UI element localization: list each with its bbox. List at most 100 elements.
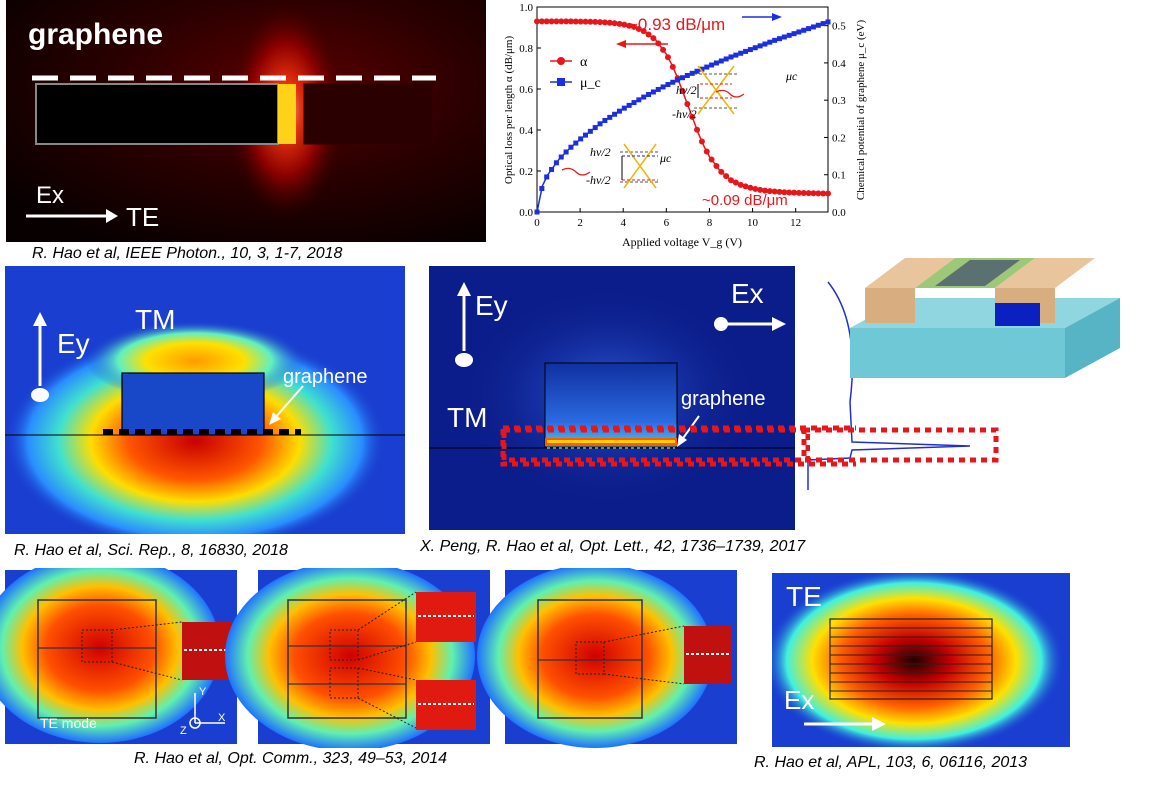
mu-point bbox=[772, 37, 778, 43]
alpha-point bbox=[742, 183, 749, 190]
mu-point bbox=[733, 52, 739, 58]
mu-point bbox=[728, 54, 734, 60]
mu-point bbox=[549, 167, 555, 173]
annotation-high-loss: ~0.93 dB/μm bbox=[628, 15, 725, 34]
y-tick-label-left: 1.0 bbox=[519, 2, 533, 14]
mu-point bbox=[738, 50, 744, 56]
mode-map-1 bbox=[0, 568, 237, 744]
field-map-tm-2 bbox=[429, 266, 795, 530]
mu-point bbox=[752, 45, 758, 51]
alpha-point bbox=[640, 28, 647, 35]
mu-point bbox=[621, 105, 627, 111]
inset2-hv-bottom: -hv/2 bbox=[586, 173, 611, 187]
y-tick-label-left: 0.4 bbox=[519, 125, 533, 137]
alpha-point bbox=[587, 18, 594, 25]
inset1-mu: μc bbox=[785, 69, 798, 83]
mu-point bbox=[684, 72, 690, 78]
caption-panel-5: R. Hao et al, Opt. Comm., 323, 49–53, 20… bbox=[134, 750, 448, 767]
x-tick-label: 12 bbox=[790, 217, 801, 229]
annotation-low-loss: ~0.09 dB/μm bbox=[702, 192, 788, 209]
alpha-point bbox=[679, 88, 686, 95]
mu-point bbox=[665, 82, 671, 88]
caption-panel-4: X. Peng, R. Hao et al, Opt. Lett., 42, 1… bbox=[420, 538, 806, 555]
alpha-point bbox=[718, 168, 725, 175]
alpha-point bbox=[757, 186, 764, 193]
alpha-point bbox=[708, 156, 715, 163]
alpha-point bbox=[534, 18, 540, 25]
x-tick-label: 4 bbox=[620, 217, 626, 229]
mu-point bbox=[825, 19, 831, 25]
field-map-te bbox=[6, 0, 486, 242]
alpha-point bbox=[567, 18, 574, 25]
alpha-point bbox=[800, 190, 807, 197]
alpha-point bbox=[684, 100, 691, 107]
mode-label: TE bbox=[126, 202, 160, 232]
graphene-label: graphene bbox=[681, 388, 766, 410]
mu-point bbox=[801, 27, 807, 33]
mu-point bbox=[646, 91, 652, 97]
alpha-point bbox=[698, 138, 705, 145]
alpha-point bbox=[572, 18, 579, 25]
mu-point bbox=[810, 24, 816, 30]
mu-point bbox=[592, 125, 598, 131]
alpha-point bbox=[723, 173, 730, 180]
zoom-box-right bbox=[801, 427, 999, 463]
graphene-label: graphene bbox=[283, 366, 368, 388]
mu-point bbox=[718, 58, 724, 64]
mu-point bbox=[539, 186, 545, 192]
device-3d-illustration bbox=[850, 258, 1120, 378]
mu-point bbox=[655, 86, 661, 92]
alpha-point bbox=[563, 18, 570, 25]
band-diagram-inset-1 bbox=[694, 65, 745, 115]
alpha-point bbox=[582, 18, 589, 25]
inset2-mu: μc bbox=[659, 151, 672, 165]
alpha-point bbox=[728, 177, 734, 184]
alpha-point bbox=[606, 19, 613, 26]
alpha-point bbox=[538, 18, 545, 25]
panel-tm-ex: Ey Ex TM graphene bbox=[429, 266, 795, 530]
panel-te-ex: TE Ex bbox=[772, 573, 1070, 747]
mu-point bbox=[704, 64, 710, 70]
caption-panel-3: R. Hao et al, Sci. Rep., 8, 16830, 2018 bbox=[14, 542, 288, 559]
alpha-point bbox=[669, 63, 676, 70]
field-map-multilayer bbox=[772, 573, 1070, 747]
axis-z-label: Z bbox=[180, 725, 187, 737]
alpha-point bbox=[820, 190, 827, 197]
alpha-point bbox=[660, 46, 667, 53]
y-tick-label-right: 0.2 bbox=[832, 132, 846, 144]
y-tick-label-right: 0.0 bbox=[832, 207, 846, 219]
mu-point bbox=[713, 60, 719, 66]
alpha-point bbox=[694, 126, 701, 133]
mu-point bbox=[743, 48, 749, 54]
mu-point bbox=[791, 31, 797, 37]
mode-map-3 bbox=[477, 568, 737, 748]
y-tick-label-right: 0.1 bbox=[832, 170, 846, 182]
mu-point bbox=[689, 70, 695, 76]
alpha-point bbox=[664, 54, 671, 61]
alpha-point bbox=[631, 23, 637, 30]
alpha-point bbox=[766, 188, 773, 195]
polarization-label-ex: Ex bbox=[731, 278, 764, 309]
caption-panel-1: R. Hao et al, IEEE Photon., 10, 3, 1-7, … bbox=[32, 245, 343, 262]
mu-point bbox=[544, 174, 550, 180]
mu-point bbox=[587, 128, 593, 134]
mu-point bbox=[553, 160, 559, 166]
mu-point bbox=[583, 132, 588, 138]
mu-point bbox=[815, 22, 821, 28]
mode-label: TM bbox=[135, 304, 176, 335]
mode-label: TM bbox=[447, 402, 488, 433]
loss-voltage-chart: 0 2 4 6 8 10 12 0.0 0.2 0.4 0.6 0.8 1.0 0.0 0.1 0.2 0.3 0… bbox=[503, 2, 867, 249]
alpha-point bbox=[543, 18, 550, 25]
mu-point bbox=[747, 47, 753, 53]
mu-point bbox=[631, 100, 637, 106]
band-diagram-inset-2 bbox=[561, 143, 660, 189]
x-tick-label: 0 bbox=[534, 217, 540, 229]
alpha-point bbox=[815, 190, 822, 197]
alpha-point bbox=[553, 18, 560, 25]
mu-point bbox=[675, 77, 681, 83]
mu-point bbox=[709, 62, 715, 68]
alpha-point bbox=[795, 189, 802, 196]
alpha-point bbox=[776, 188, 783, 195]
alpha-point bbox=[558, 18, 565, 25]
mu-point bbox=[612, 111, 618, 117]
